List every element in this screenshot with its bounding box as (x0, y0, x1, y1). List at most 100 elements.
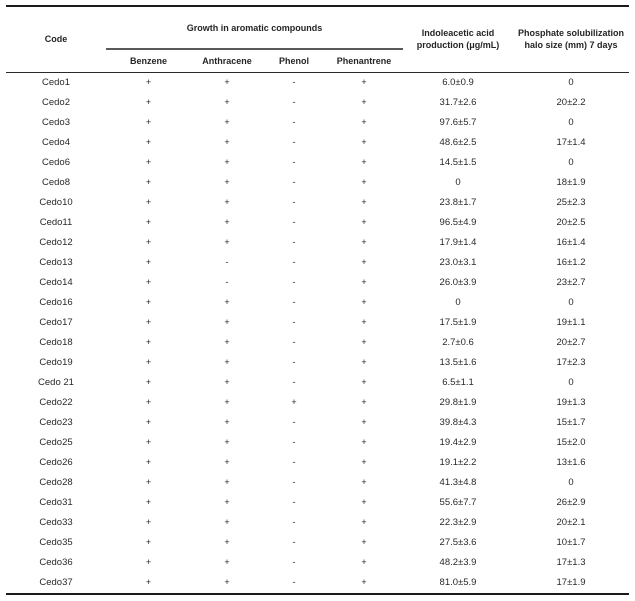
iaa-value-cell: 48.2±3.9 (439, 557, 477, 568)
header-row-main: Code Growth in aromatic compounds Indole… (6, 6, 630, 73)
phenol-growth-cell: - (292, 517, 296, 527)
anthracene-growth-cell: + (224, 417, 230, 427)
phosphate-value-cell: 26±2.9 (556, 497, 586, 508)
iaa-value-cell: 23.0±3.1 (439, 257, 477, 268)
benzene-growth-cell: + (145, 177, 152, 187)
benzene-growth-cell: + (145, 497, 152, 507)
phenantrene-growth-cell: + (361, 137, 367, 147)
phosphate-value-cell: 17±1.4 (556, 137, 586, 148)
phenol-growth-cell: + (291, 397, 297, 407)
phenol-growth-cell: - (292, 197, 296, 207)
anthracene-growth-cell: + (224, 297, 230, 307)
phenantrene-growth-cell: + (361, 357, 367, 367)
phosphate-value-cell: 20±2.1 (556, 517, 586, 528)
code-cell: Cedo19 (39, 357, 73, 368)
benzene-growth-cell: + (145, 257, 152, 267)
phosphate-value-cell: 23±2.7 (556, 277, 586, 288)
table-row: Cedo33 + + - +22.3±2.9 20±2.1 (6, 513, 629, 533)
phenol-growth-cell: - (292, 417, 296, 427)
phenantrene-growth-cell: + (361, 377, 367, 387)
iaa-value-cell: 41.3±4.8 (439, 477, 477, 488)
phenol-growth-cell: - (292, 377, 296, 387)
iaa-value-cell: 27.5±3.6 (439, 537, 477, 548)
phosphate-header-line-1: Phosphate solubilization (518, 28, 625, 39)
benzene-growth-cell: + (145, 457, 152, 467)
table-row: Cedo6 + + - +14.5±1.5 0 (6, 153, 629, 173)
iaa-value-cell: 39.8±4.3 (439, 417, 477, 428)
anthracene-growth-cell: + (224, 437, 230, 447)
benzene-growth-cell: + (145, 437, 152, 447)
code-cell: Cedo33 (39, 517, 73, 528)
anthracene-growth-cell: - (225, 277, 229, 287)
table-row: Cedo25 + + - +19.4±2.9 15±2.0 (6, 433, 629, 453)
iaa-value-cell: 31.7±2.6 (439, 97, 477, 108)
anthracene-growth-cell: + (224, 397, 230, 407)
anthracene-growth-cell: - (225, 257, 229, 267)
benzene-growth-cell: + (145, 157, 152, 167)
benzene-growth-cell: + (145, 577, 152, 587)
phenantrene-growth-cell: + (361, 477, 367, 487)
benzene-growth-cell: + (145, 137, 152, 147)
phenol-growth-cell: - (292, 537, 296, 547)
phosphate-value-cell: 19±1.3 (556, 397, 586, 408)
benzene-growth-cell: + (145, 237, 152, 247)
phenantrene-growth-cell: + (361, 97, 367, 107)
benzene-growth-cell: + (145, 557, 152, 567)
phenantrene-growth-cell: + (361, 517, 367, 527)
benzene-growth-cell: + (145, 97, 152, 107)
code-cell: Cedo2 (42, 97, 70, 108)
iaa-value-cell: 81.0±5.9 (439, 577, 477, 588)
phenantrene-growth-cell: + (361, 257, 367, 267)
phenol-growth-cell: - (292, 177, 296, 187)
phenol-growth-cell: - (292, 217, 296, 227)
phenol-growth-cell: - (292, 257, 296, 267)
code-cell: Cedo 21 (38, 377, 74, 388)
phenantrene-growth-cell: + (361, 437, 367, 447)
anthracene-growth-cell: + (224, 517, 230, 527)
phosphate-value-cell: 15±2.0 (556, 437, 586, 448)
phenantrene-growth-cell: + (361, 197, 367, 207)
anthracene-growth-cell: + (224, 577, 230, 587)
code-cell: Cedo11 (39, 217, 73, 228)
iaa-value-cell: 23.8±1.7 (439, 197, 477, 208)
code-cell: Cedo23 (39, 417, 73, 428)
table-row: Cedo36 + + - +48.2±3.9 17±1.3 (6, 553, 629, 573)
table-header: Code Growth in aromatic compounds Indole… (6, 6, 630, 73)
phenol-growth-cell: - (292, 357, 296, 367)
iaa-value-cell: 55.6±7.7 (439, 497, 477, 508)
code-cell: Cedo28 (39, 477, 73, 488)
anthracene-growth-cell: + (224, 337, 230, 347)
table-row: Cedo17 + + - +17.5±1.9 19±1.1 (6, 313, 629, 333)
phosphate-value-cell: 20±2.7 (556, 337, 586, 348)
benzene-growth-cell: + (145, 297, 152, 307)
column-header-phenantrene: Phenantrene (325, 49, 404, 73)
table-row: Cedo8 + + - +0 18±1.9 (6, 173, 629, 193)
anthracene-growth-cell: + (224, 157, 230, 167)
phosphate-value-cell: 17±1.9 (556, 577, 586, 588)
phenol-growth-cell: - (292, 237, 296, 247)
iaa-header-line-1: Indoleacetic acid (421, 28, 495, 39)
phenantrene-growth-cell: + (361, 557, 367, 567)
anthracene-growth-cell: + (224, 537, 230, 547)
phenantrene-growth-cell: + (361, 77, 367, 87)
table-row: Cedo12 + + - +17.9±1.4 16±1.4 (6, 233, 629, 253)
phosphate-value-cell: 0 (568, 297, 574, 308)
table-row: Cedo23 + + - +39.8±4.3 15±1.7 (6, 413, 629, 433)
iaa-value-cell: 29.8±1.9 (439, 397, 477, 408)
anthracene-growth-cell: + (224, 457, 230, 467)
phenol-growth-cell: - (292, 317, 296, 327)
code-cell: Cedo31 (39, 497, 73, 508)
code-cell: Cedo13 (39, 257, 73, 268)
code-cell: Cedo10 (39, 197, 73, 208)
code-cell: Cedo26 (39, 457, 73, 468)
iaa-value-cell: 17.9±1.4 (439, 237, 477, 248)
code-cell: Cedo12 (39, 237, 73, 248)
code-cell: Cedo1 (42, 77, 70, 88)
anthracene-growth-cell: + (224, 97, 230, 107)
phosphate-value-cell: 20±2.5 (556, 217, 586, 228)
phenantrene-growth-cell: + (361, 277, 367, 287)
phosphate-value-cell: 0 (568, 157, 574, 168)
phosphate-value-cell: 17±1.3 (556, 557, 586, 568)
benzene-growth-cell: + (145, 397, 152, 407)
